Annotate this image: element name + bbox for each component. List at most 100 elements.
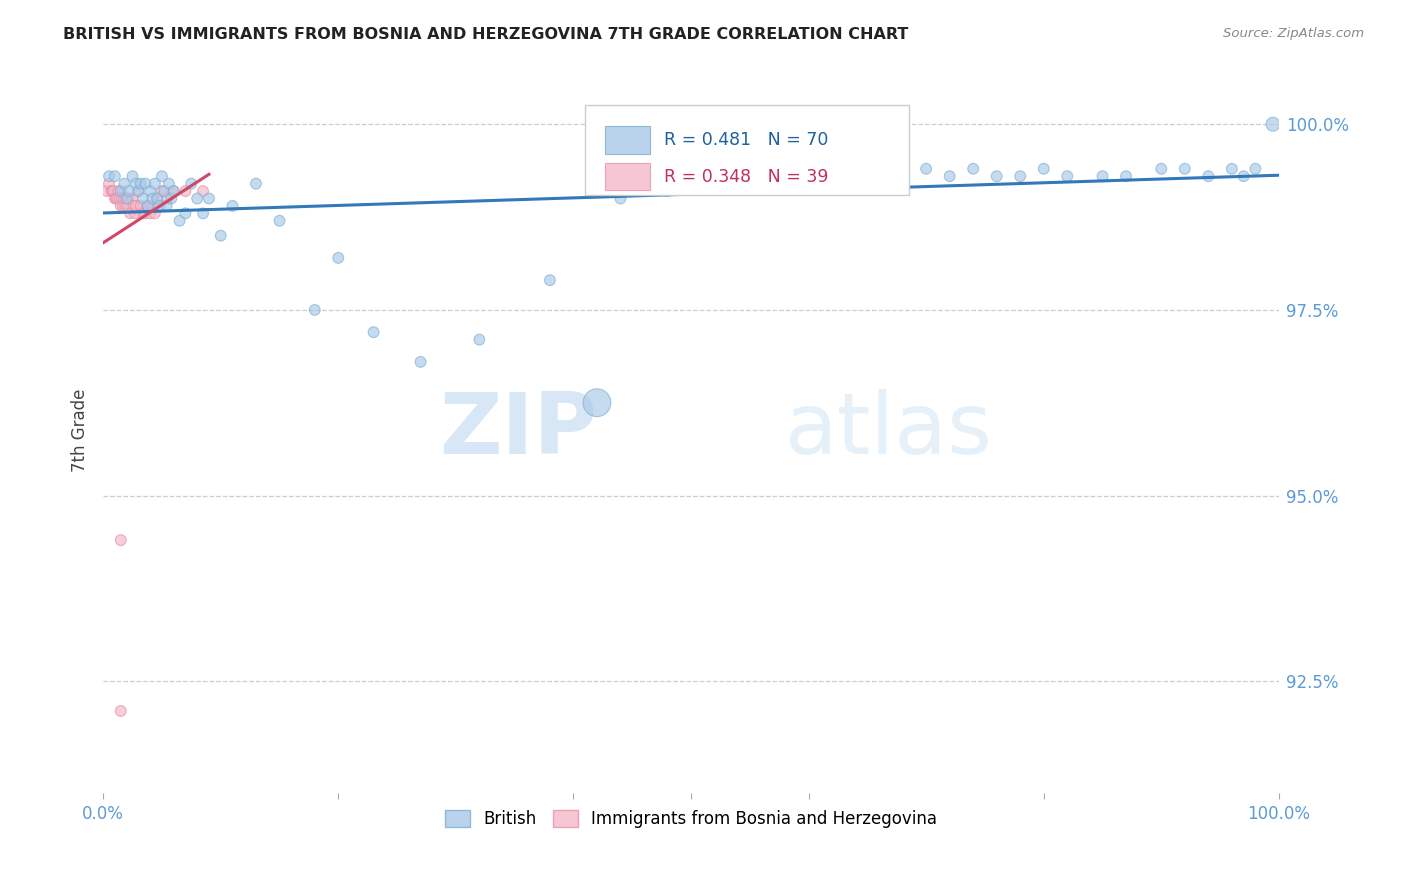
Point bbox=[117, 199, 139, 213]
Legend: British, Immigrants from Bosnia and Herzegovina: British, Immigrants from Bosnia and Herz… bbox=[439, 804, 943, 835]
Point bbox=[150, 169, 173, 184]
Point bbox=[1197, 169, 1219, 184]
Point bbox=[143, 177, 166, 191]
Bar bbox=[605, 127, 650, 153]
Point bbox=[129, 177, 152, 191]
Point bbox=[124, 206, 146, 220]
Text: ZIP: ZIP bbox=[439, 389, 598, 472]
Point bbox=[180, 177, 202, 191]
Point bbox=[101, 184, 124, 198]
Point bbox=[122, 199, 145, 213]
Text: atlas: atlas bbox=[785, 389, 993, 472]
Point bbox=[868, 161, 890, 176]
Point bbox=[104, 192, 127, 206]
Point bbox=[962, 161, 984, 176]
Text: BRITISH VS IMMIGRANTS FROM BOSNIA AND HERZEGOVINA 7TH GRADE CORRELATION CHART: BRITISH VS IMMIGRANTS FROM BOSNIA AND HE… bbox=[63, 27, 908, 42]
Point bbox=[103, 184, 125, 198]
Point bbox=[1261, 117, 1284, 131]
Point bbox=[1115, 169, 1137, 184]
Point bbox=[586, 395, 609, 409]
Point bbox=[409, 355, 432, 369]
Point bbox=[112, 177, 135, 191]
Point bbox=[186, 192, 208, 206]
Text: Source: ZipAtlas.com: Source: ZipAtlas.com bbox=[1223, 27, 1364, 40]
Point bbox=[150, 184, 173, 198]
Point bbox=[657, 184, 679, 198]
Point bbox=[1150, 161, 1173, 176]
Point bbox=[108, 192, 131, 206]
Point bbox=[609, 192, 631, 206]
Point bbox=[114, 199, 136, 213]
Point bbox=[163, 184, 186, 198]
Point bbox=[363, 325, 385, 339]
Point bbox=[727, 177, 749, 191]
Point bbox=[198, 192, 221, 206]
Point bbox=[136, 199, 159, 213]
Point bbox=[1056, 169, 1078, 184]
Point bbox=[773, 161, 796, 176]
Point bbox=[163, 184, 186, 198]
Point bbox=[845, 169, 868, 184]
FancyBboxPatch shape bbox=[585, 104, 908, 195]
Point bbox=[141, 199, 163, 213]
Point bbox=[136, 199, 159, 213]
Point bbox=[146, 192, 169, 206]
Point bbox=[110, 533, 132, 548]
Text: R = 0.481   N = 70: R = 0.481 N = 70 bbox=[664, 131, 828, 149]
Point bbox=[174, 206, 197, 220]
Point bbox=[125, 177, 148, 191]
Point bbox=[115, 192, 138, 206]
Point bbox=[891, 169, 914, 184]
Point bbox=[112, 199, 135, 213]
Point bbox=[127, 184, 149, 198]
Point bbox=[986, 169, 1008, 184]
Text: R = 0.348   N = 39: R = 0.348 N = 39 bbox=[664, 168, 828, 186]
Point bbox=[118, 192, 141, 206]
Point bbox=[98, 169, 121, 184]
Point bbox=[191, 184, 214, 198]
Point bbox=[1232, 169, 1254, 184]
Point bbox=[98, 177, 121, 191]
Point bbox=[100, 184, 122, 198]
Point bbox=[468, 333, 491, 347]
Point bbox=[132, 192, 155, 206]
Point bbox=[797, 169, 820, 184]
Point bbox=[221, 199, 243, 213]
Point bbox=[304, 302, 326, 317]
Point bbox=[245, 177, 267, 191]
Point bbox=[328, 251, 350, 265]
Point bbox=[105, 192, 128, 206]
Point bbox=[821, 161, 844, 176]
Point bbox=[1244, 161, 1267, 176]
Point bbox=[118, 184, 141, 198]
Point bbox=[209, 228, 232, 243]
Point bbox=[156, 192, 179, 206]
Point bbox=[146, 192, 169, 206]
Point bbox=[141, 192, 163, 206]
Point bbox=[134, 177, 156, 191]
Point bbox=[107, 184, 129, 198]
Point bbox=[191, 206, 214, 220]
Point bbox=[1032, 161, 1054, 176]
Point bbox=[96, 184, 118, 198]
Point bbox=[703, 169, 725, 184]
Point bbox=[120, 206, 142, 220]
Point bbox=[915, 161, 938, 176]
Point bbox=[110, 704, 132, 718]
Point bbox=[115, 192, 138, 206]
Point bbox=[110, 199, 132, 213]
Point bbox=[105, 192, 128, 206]
Point bbox=[1091, 169, 1114, 184]
Point bbox=[174, 184, 197, 198]
Point bbox=[1174, 161, 1197, 176]
Point bbox=[633, 184, 655, 198]
Point bbox=[129, 199, 152, 213]
Point bbox=[1010, 169, 1032, 184]
Point bbox=[538, 273, 561, 287]
Point bbox=[679, 177, 702, 191]
Point bbox=[148, 199, 170, 213]
Point bbox=[121, 192, 143, 206]
Point bbox=[157, 177, 180, 191]
Point bbox=[160, 192, 183, 206]
Y-axis label: 7th Grade: 7th Grade bbox=[72, 389, 89, 472]
